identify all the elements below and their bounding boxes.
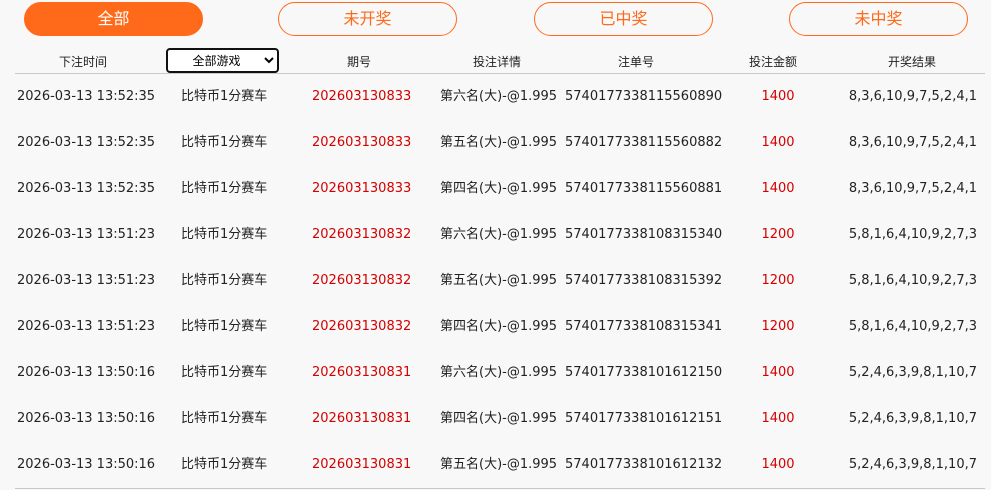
issue-number: 202603130832 [312,227,412,242]
order-number: 5740177338115560882 [565,135,723,150]
bet-detail: 第四名(大)-@1.995 [440,181,558,196]
game-name: 比特币1分赛车 [181,411,268,426]
draw-result: 5,8,1,6,4,10,9,2,7,3 [848,273,977,288]
bet-amount: 1200 [761,227,795,242]
game-name: 比特币1分赛车 [181,457,268,472]
game-name: 比特币1分赛车 [181,273,268,288]
game-name: 比特币1分赛车 [181,181,268,196]
issue-number: 202603130833 [312,135,412,150]
filter-tab[interactable]: 未中奖 [789,2,968,36]
bet-time: 2026-03-13 13:52:35 [17,181,156,196]
order-number: 5740177338101612150 [565,365,723,380]
bet-amount: 1400 [761,89,795,104]
column-header: 注单号 [617,55,655,69]
bet-detail: 第五名(大)-@1.995 [440,135,558,150]
header-rule [15,73,985,74]
bet-time: 2026-03-13 13:51:23 [17,227,156,242]
order-number: 5740177338108315341 [565,319,723,334]
column-header: 投注金额 [748,55,798,69]
issue-number: 202603130831 [312,457,412,472]
issue-number: 202603130831 [312,411,412,426]
draw-result: 5,8,1,6,4,10,9,2,7,3 [848,227,977,242]
bet-time: 2026-03-13 13:52:35 [17,135,156,150]
game-name: 比特币1分赛车 [181,365,268,380]
column-header: 期号 [346,55,372,69]
order-number: 5740177338101612151 [565,411,723,426]
issue-number: 202603130833 [312,89,412,104]
bet-amount: 1400 [761,457,795,472]
order-number: 5740177338115560890 [565,89,723,104]
bet-amount: 1400 [761,135,795,150]
order-number: 5740177338101612132 [565,457,723,472]
bet-detail: 第六名(大)-@1.995 [440,89,558,104]
bet-detail: 第四名(大)-@1.995 [440,319,558,334]
bet-detail: 第四名(大)-@1.995 [440,411,558,426]
column-header: 投注详情 [472,55,522,69]
draw-result: 5,2,4,6,3,9,8,1,10,7 [848,457,977,472]
column-header: 开奖结果 [887,55,937,69]
bet-detail: 第五名(大)-@1.995 [440,273,558,288]
bet-time: 2026-03-13 13:51:23 [17,273,156,288]
issue-number: 202603130831 [312,365,412,380]
draw-result: 8,3,6,10,9,7,5,2,4,1 [848,89,977,104]
game-filter[interactable]: 全部游戏 [166,48,279,73]
bet-detail: 第六名(大)-@1.995 [440,365,558,380]
issue-number: 202603130833 [312,181,412,196]
column-header: 下注时间 [58,55,108,69]
bet-time: 2026-03-13 13:50:16 [17,457,156,472]
issue-number: 202603130832 [312,273,412,288]
game-name: 比特币1分赛车 [181,89,268,104]
filter-tab[interactable]: 全部 [24,2,203,36]
order-number: 5740177338108315392 [565,273,723,288]
filter-tab[interactable]: 未开奖 [278,2,457,36]
bottom-rule [15,488,985,489]
issue-number: 202603130832 [312,319,412,334]
game-name: 比特币1分赛车 [181,135,268,150]
draw-result: 5,2,4,6,3,9,8,1,10,7 [848,365,977,380]
bet-detail: 第六名(大)-@1.995 [440,227,558,242]
order-number: 5740177338108315340 [565,227,723,242]
bet-amount: 1400 [761,365,795,380]
draw-result: 8,3,6,10,9,7,5,2,4,1 [848,135,977,150]
bet-amount: 1200 [761,273,795,288]
bet-detail: 第五名(大)-@1.995 [440,457,558,472]
draw-result: 8,3,6,10,9,7,5,2,4,1 [848,181,977,196]
filter-tab[interactable]: 已中奖 [534,2,713,36]
bet-amount: 1400 [761,181,795,196]
game-name: 比特币1分赛车 [181,319,268,334]
draw-result: 5,2,4,6,3,9,8,1,10,7 [848,411,977,426]
bet-amount: 1200 [761,319,795,334]
draw-result: 5,8,1,6,4,10,9,2,7,3 [848,319,977,334]
bet-time: 2026-03-13 13:51:23 [17,319,156,334]
game-name: 比特币1分赛车 [181,227,268,242]
order-number: 5740177338115560881 [565,181,723,196]
bet-time: 2026-03-13 13:50:16 [17,411,156,426]
bet-amount: 1400 [761,411,795,426]
bet-time: 2026-03-13 13:52:35 [17,89,156,104]
bet-time: 2026-03-13 13:50:16 [17,365,156,380]
